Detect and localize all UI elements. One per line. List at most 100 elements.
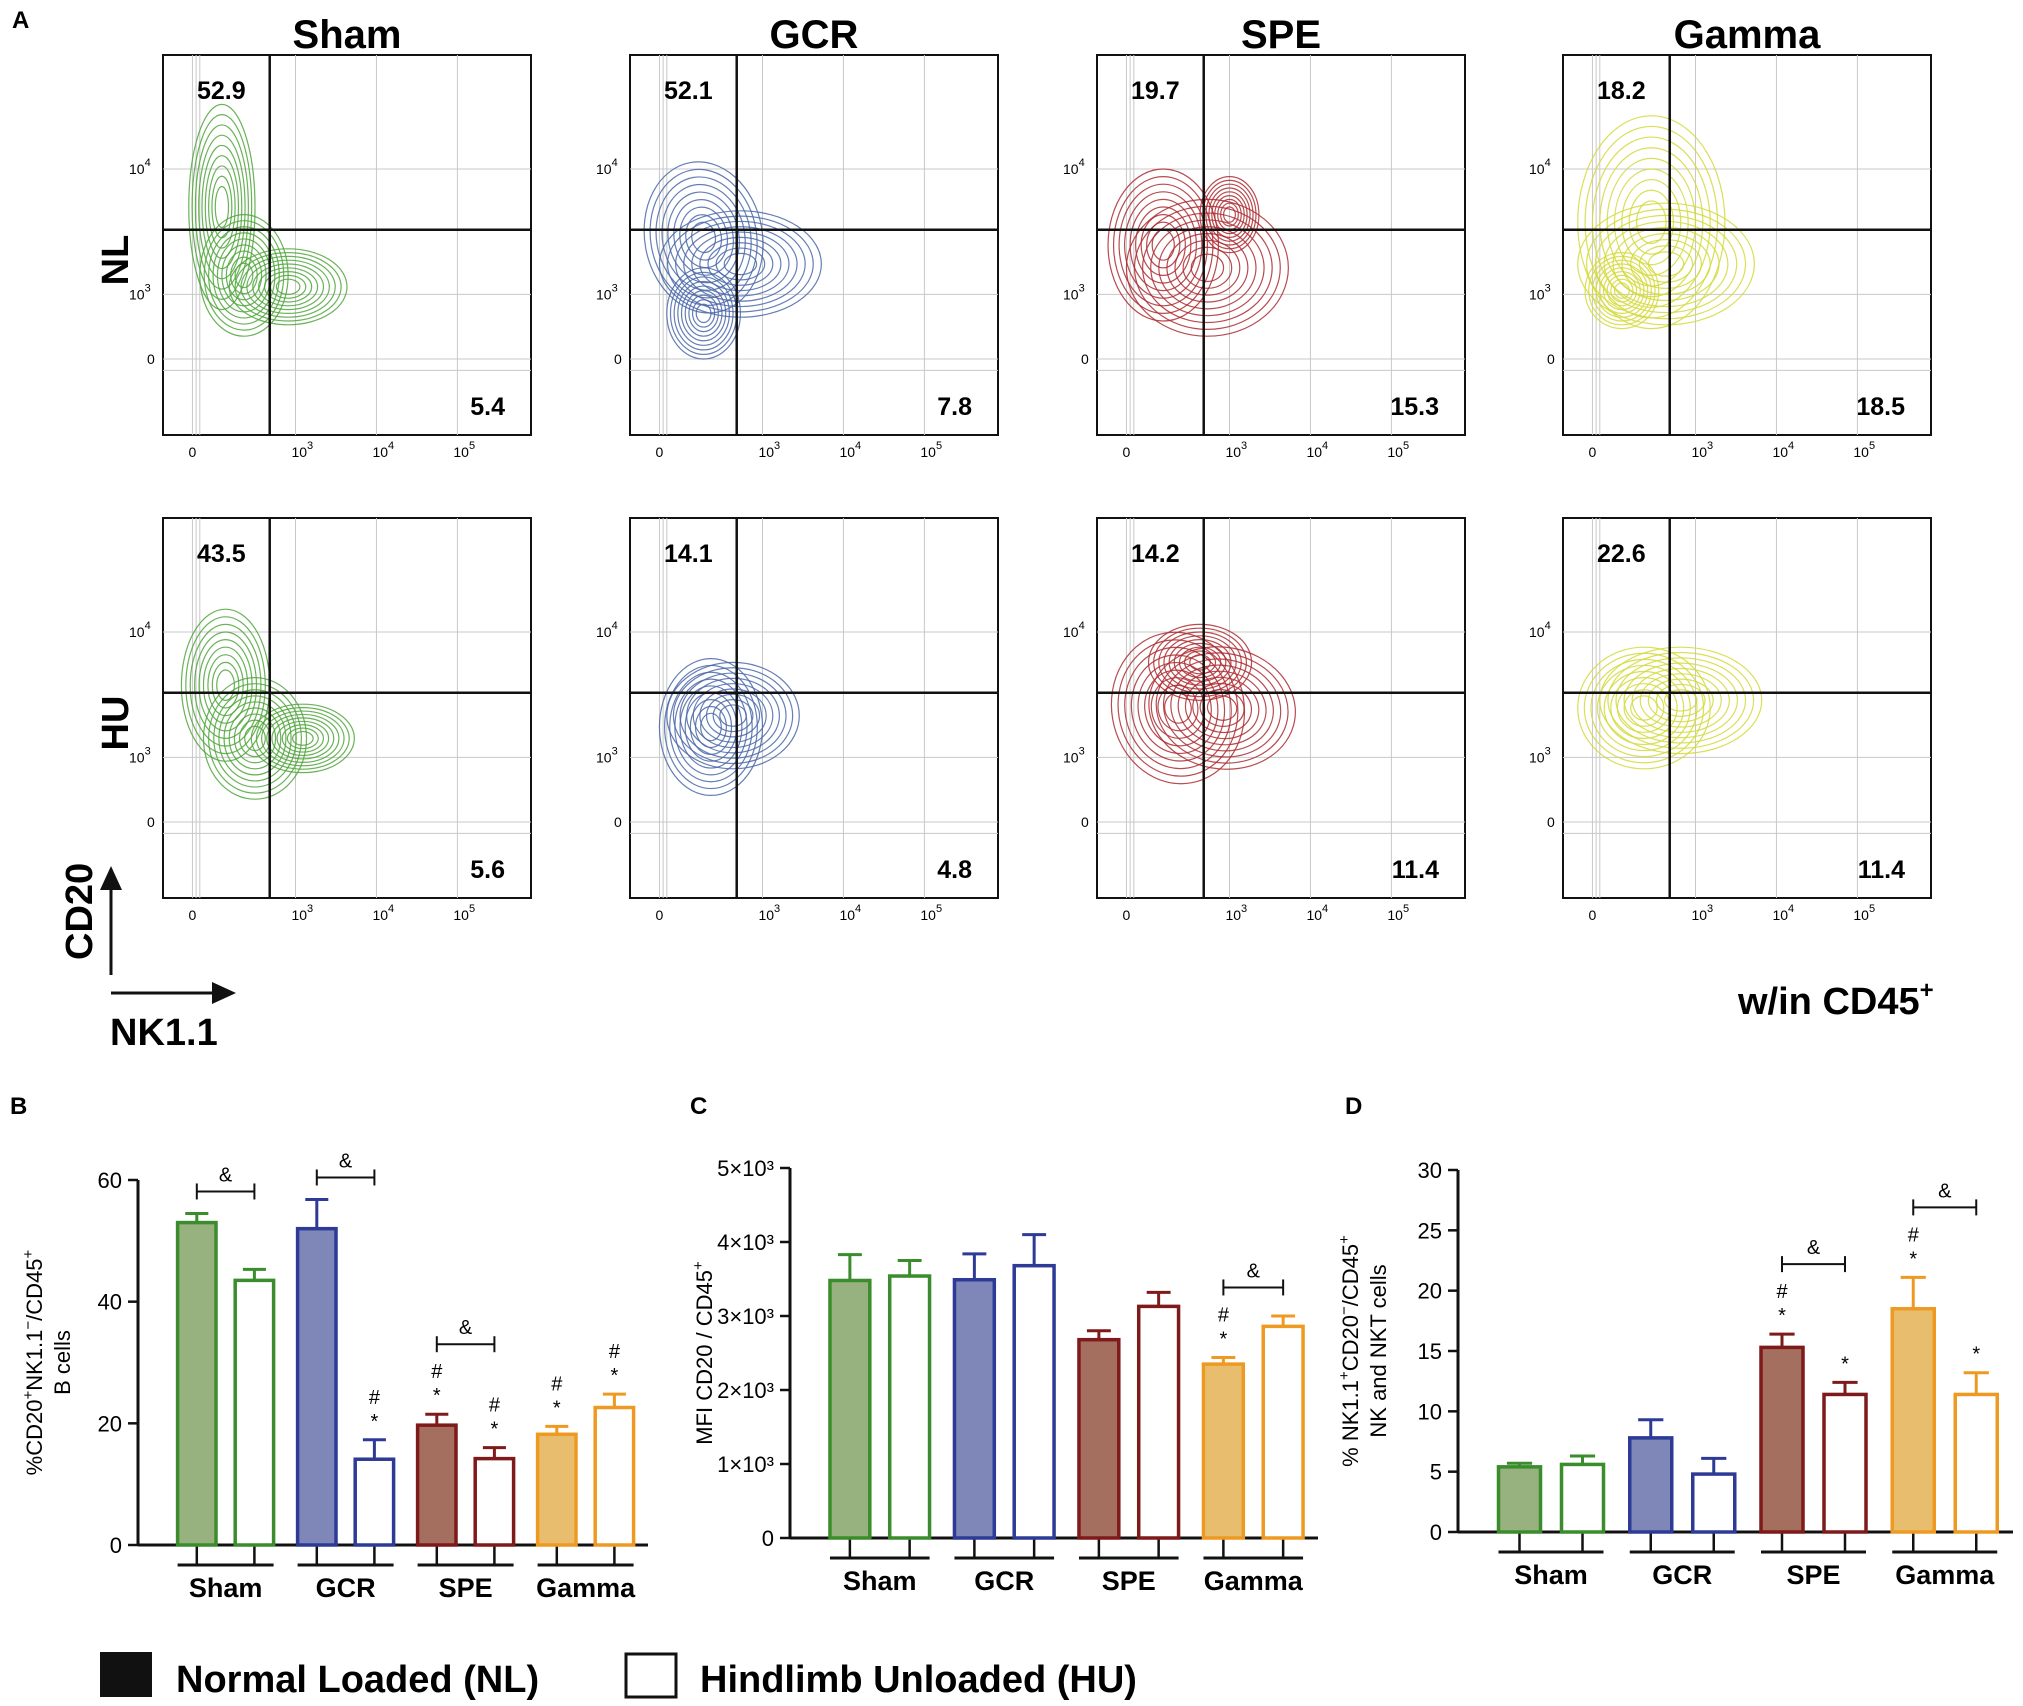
significance-mark-3-0: * <box>1972 1344 1980 1366</box>
x-tick-label-0: 0 <box>655 907 663 923</box>
x-tick-label-3-exp: 5 <box>936 440 942 452</box>
x-tick-label-2-exp: 4 <box>1788 440 1794 452</box>
x-tick-label-1-exp: 3 <box>1707 903 1713 915</box>
contour-line-1-7 <box>1182 246 1233 289</box>
quadrant-lower-right-value: 5.4 <box>470 393 505 421</box>
quadrant-upper-left-value: 19.7 <box>1131 77 1180 105</box>
x-tick-label-1-base: 10 <box>1691 444 1707 460</box>
contour-line-2-0 <box>250 703 355 774</box>
x-tick-label-2-base: 10 <box>1306 444 1322 460</box>
contour-line-0-8 <box>1635 200 1667 245</box>
contour-line-1-7 <box>1638 245 1694 283</box>
group-label-spe: SPE <box>1102 1566 1156 1596</box>
y-tick-label-0: 0 <box>1547 814 1555 830</box>
contour-line-1-4 <box>692 683 774 749</box>
y-tick-label-1-exp: 3 <box>1545 745 1551 757</box>
contour-line-0-4 <box>1137 661 1219 755</box>
x-tick-label-1-base: 10 <box>1691 907 1707 923</box>
contour-line-0-3 <box>194 631 258 740</box>
contour-line-1-8 <box>1663 689 1698 712</box>
x-tick-label-3-exp: 5 <box>1403 440 1409 452</box>
group-label-gamma: Gamma <box>1204 1566 1304 1596</box>
y-tick-label-2-base: 10 <box>596 161 612 177</box>
y-tick-label-1-base: 10 <box>596 286 612 302</box>
y-tick-label-0: 0 <box>1081 351 1089 367</box>
y-tick-label-1: 103 <box>596 745 618 765</box>
x-tick-label-0: 0 <box>188 907 196 923</box>
y-axis-label-part-0: % NK1.1 <box>1338 1380 1363 1467</box>
x-tick-label-1-exp: 3 <box>774 440 780 452</box>
x-tick-label-1-exp: 3 <box>307 903 313 915</box>
contour-line-2-5 <box>1602 271 1641 311</box>
contour-line-1-0 <box>1148 646 1296 770</box>
y-tick-label-1: 103 <box>129 745 151 765</box>
x-tick-label-2-base: 10 <box>1772 907 1788 923</box>
column-title-gamma: Gamma <box>1674 13 1821 57</box>
y-tick-label-2-exp: 4 <box>145 620 151 632</box>
x-tick-label-2-base: 10 <box>839 907 855 923</box>
contour-density <box>1577 115 1755 330</box>
contour-line-1-1 <box>1133 205 1281 330</box>
contour-line-2-3 <box>1163 635 1237 690</box>
quadrant-upper-left-value: 52.9 <box>197 77 246 105</box>
group-label-gamma: Gamma <box>536 1573 636 1603</box>
group-label-sham: Sham <box>1514 1560 1588 1590</box>
contour-line-0-1 <box>191 114 253 300</box>
bar-gamma-nl <box>535 1432 578 1547</box>
y-tick-label-0: 0 <box>1081 814 1089 830</box>
panel-letter-d: D <box>1345 1093 1362 1120</box>
y-tick-label-0: 0 <box>147 351 155 367</box>
contour-line-0-7 <box>211 661 240 709</box>
x-tick-label-1-exp: 3 <box>1241 440 1247 452</box>
legend-swatch-open <box>624 1652 678 1699</box>
y-tick-label-2: 104 <box>1529 157 1551 177</box>
flow-plot-frame <box>1562 517 1932 899</box>
contour-line-1-3 <box>1150 219 1265 317</box>
contour-density <box>188 103 348 337</box>
x-tick-label-0: 0 <box>1122 444 1130 460</box>
x-tick-label-2: 104 <box>1306 440 1328 460</box>
x-tick-label-1: 103 <box>291 903 313 923</box>
y-marker-label: CD20 <box>59 863 101 960</box>
y-tick-label-2: 104 <box>1063 620 1085 640</box>
x-tick-label-3-base: 10 <box>1387 444 1403 460</box>
contour-line-1-4 <box>1612 226 1720 302</box>
contour-line-2-3 <box>266 713 340 763</box>
marker-arrows: CD20 NK1.1 <box>59 863 236 1054</box>
y-tick-label-1: 103 <box>1529 282 1551 302</box>
y-tick-label-1-exp: 3 <box>145 745 151 757</box>
quadrant-lower-right-value: 11.4 <box>1858 856 1905 884</box>
panel-letter-a: A <box>12 7 29 34</box>
contour-line-2-4 <box>1168 639 1232 686</box>
y-axis-label-part-5: + <box>1336 1235 1353 1244</box>
panel-letter-c: C <box>690 1093 707 1120</box>
x-tick-label-2-base: 10 <box>372 907 388 923</box>
flow-plot-frame <box>629 517 999 899</box>
bar-gcr-hu <box>1012 1263 1056 1540</box>
contour-line-1-2 <box>1615 657 1747 744</box>
significance-mark-0-1: * <box>1778 1305 1786 1327</box>
contour-line-0-0 <box>1110 631 1246 785</box>
contour-line-1-3 <box>1623 662 1739 739</box>
x-tick-label-3: 105 <box>453 903 475 923</box>
contour-line-1-5 <box>699 236 782 292</box>
contour-line-1-1 <box>1607 651 1755 749</box>
quadrant-upper-left-value: 14.2 <box>1131 540 1180 568</box>
y-tick-label-1: 5 <box>1430 1460 1442 1485</box>
contour-line-0-2 <box>189 623 262 747</box>
y-tick-label-2: 104 <box>596 157 618 177</box>
contour-line-2-2 <box>261 710 345 767</box>
x-tick-label-2-base: 10 <box>372 444 388 460</box>
x-tick-label-1: 103 <box>758 903 780 923</box>
x-tick-label-1-base: 10 <box>1225 444 1241 460</box>
contour-line-1-6 <box>705 693 761 738</box>
contour-line-2-0 <box>228 248 348 326</box>
y-axis-label-part-2: CD20 <box>1338 1315 1363 1371</box>
panel-letter-b: B <box>10 1093 27 1120</box>
contour-line-0-6 <box>208 165 236 249</box>
flow-plot-frame <box>162 54 532 436</box>
x-tick-label-2: 104 <box>372 440 394 460</box>
x-tick-label-3-base: 10 <box>453 907 469 923</box>
